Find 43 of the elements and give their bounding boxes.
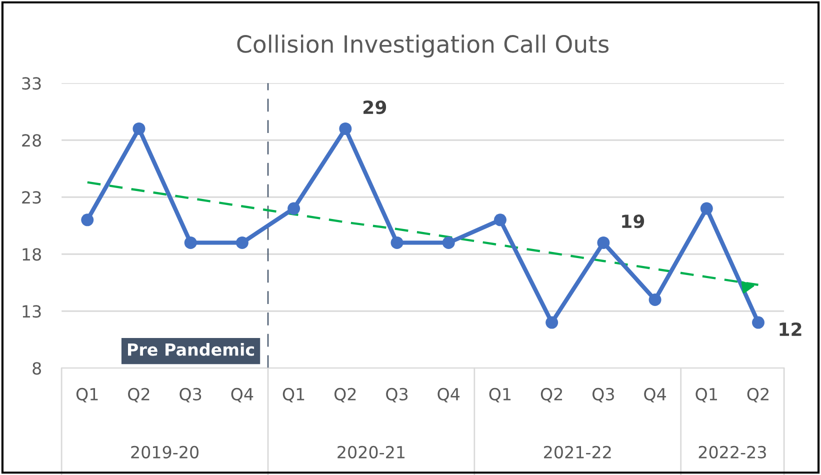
point: [752, 316, 765, 329]
x-tick-label: Q4: [438, 388, 460, 402]
y-tick-label: 18: [22, 248, 41, 261]
x-tick-label: Q1: [489, 388, 511, 402]
point: [132, 122, 146, 135]
annotation: Pre Pandemic: [128, 342, 254, 356]
x-tick-label: Q4: [231, 388, 254, 402]
point: [700, 202, 713, 215]
point: [546, 316, 558, 329]
x-tick-label: Q2: [540, 388, 562, 402]
point: [494, 214, 506, 226]
point: [339, 122, 352, 135]
chart-title: Collision Investigation Call Outs: [237, 34, 609, 58]
x-tick-label: Q1: [282, 388, 304, 402]
y-tick-label: 28: [22, 134, 41, 147]
x-tick-label: Q2: [747, 388, 768, 402]
point: [597, 236, 610, 249]
point: [442, 236, 455, 249]
x-tick-label: Q1: [696, 388, 717, 402]
x-tick-label: Q3: [592, 388, 614, 402]
data-label: 19: [622, 214, 644, 228]
y-tick-label: 8: [32, 362, 41, 375]
x-tick-label: Q1: [76, 388, 98, 402]
data-label: 29: [364, 100, 386, 114]
text: 2020-21: [338, 446, 404, 458]
x-tick-label: Q4: [644, 388, 666, 402]
point: [236, 236, 248, 249]
y-tick-label: 13: [22, 305, 41, 318]
data-label: 12: [780, 322, 802, 336]
point: [184, 236, 197, 249]
y-tick-label: 23: [22, 191, 41, 204]
point: [390, 236, 404, 249]
x-tick-label: Q3: [386, 388, 408, 402]
x-tick-label: Q2: [334, 388, 356, 402]
text: 2022-23: [698, 446, 766, 458]
point: [81, 214, 94, 226]
x-tick-label: Q3: [180, 388, 202, 402]
text: 2021-22: [544, 446, 611, 458]
y-tick-label: 33: [22, 77, 41, 90]
point: [288, 202, 300, 215]
x-tick-label: Q2: [128, 388, 150, 402]
point: [648, 293, 662, 306]
text: 2019-20: [131, 446, 198, 458]
